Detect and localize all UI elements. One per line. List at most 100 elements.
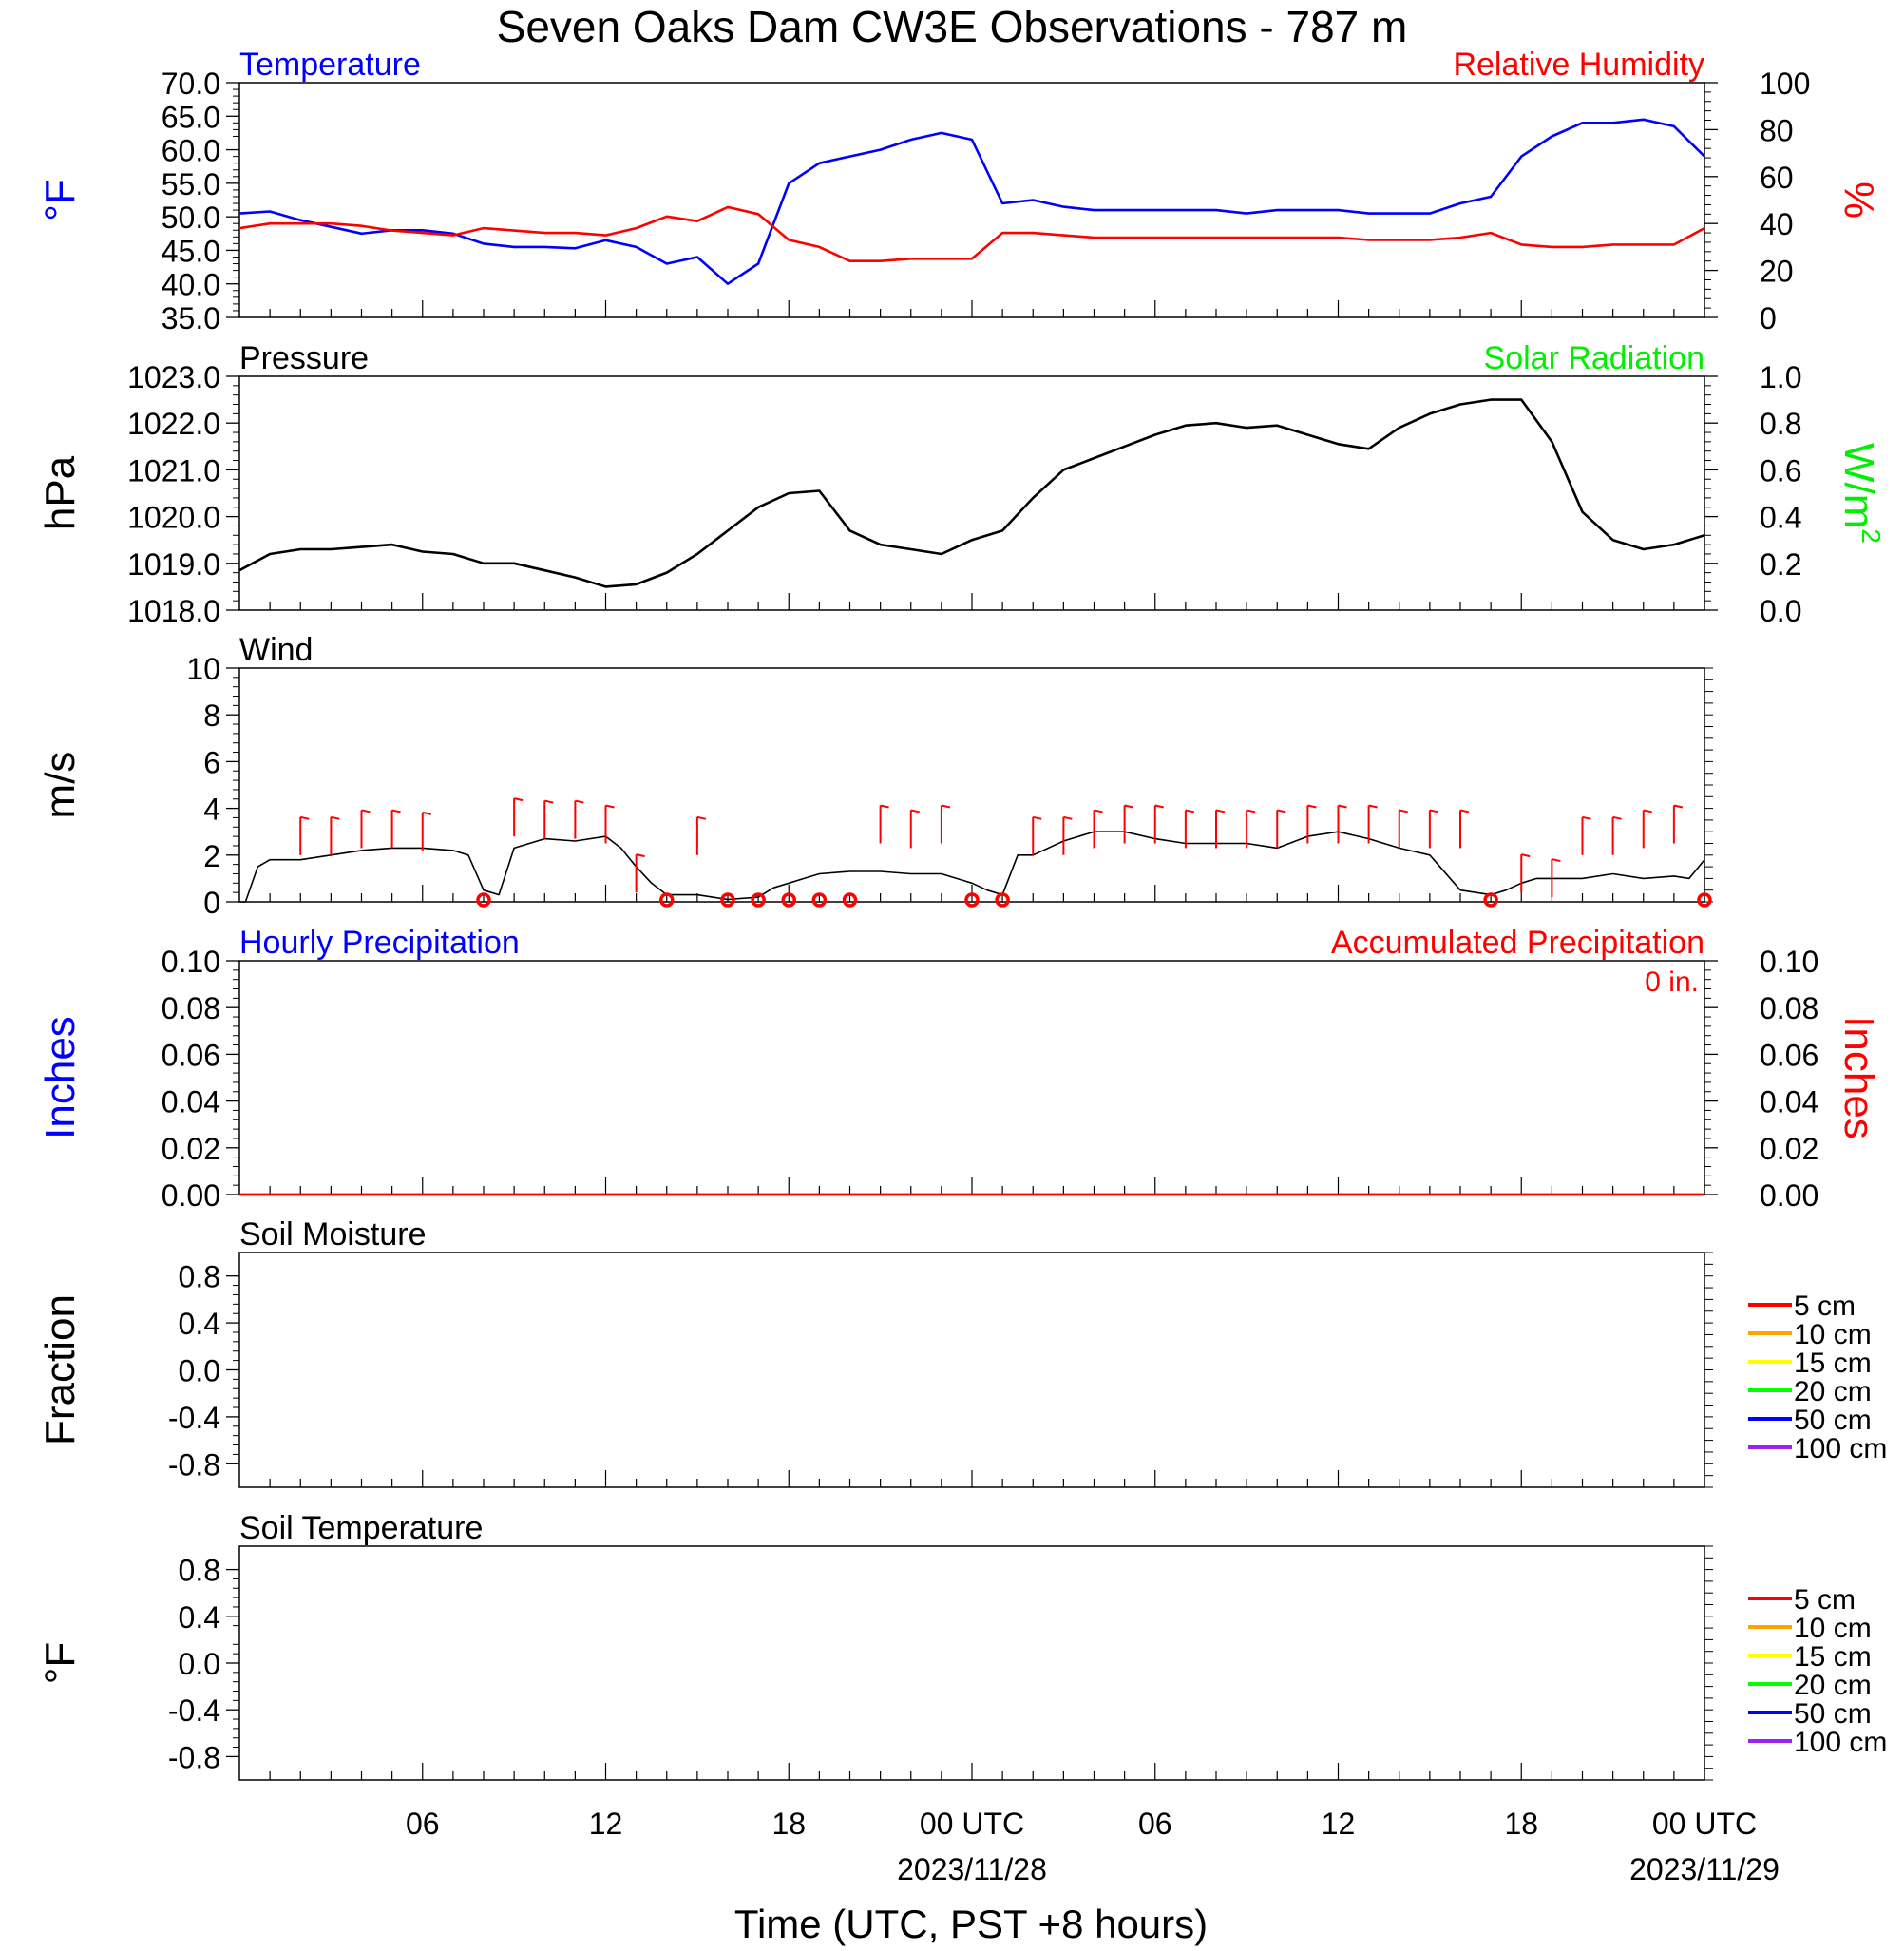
panel-soil_moisture: -0.8 -0.4 0.0 0.4 0.8 Soil Moisture Fraction 5 … [37,1216,1887,1488]
y-left-tick-label: 55.0 [162,167,220,201]
y-left-tick-label: -0.4 [168,1693,220,1728]
calm-wind-marker [751,892,766,908]
y-left-tick-label: 1019.0 [127,547,220,582]
wind-barb-flag [1277,809,1286,813]
y-right-tick-label: 0.4 [1760,501,1801,535]
x-tick-label: 18 [1504,1807,1538,1841]
accumulated-total: 0 in. [1645,966,1699,998]
y-left-tick-label: 0.0 [179,1354,220,1388]
legend-label: 15 cm [1794,1641,1872,1673]
wind-barb-flag [1033,815,1042,820]
y-left-tick-label: 0.8 [179,1260,220,1294]
wind-barb-flag [1673,804,1684,809]
wind-barb-flag [361,809,371,813]
panel-temperature: 35.040.045.050.055.060.065.070.0 0 20 40 60 8… [37,47,1882,335]
y-left-tick-label: 0.4 [179,1600,220,1635]
x-tick-label: 12 [589,1807,623,1841]
wind-barb-flag [513,797,524,802]
panel-title-left: Soil Temperature [239,1510,483,1546]
wind-barb-flag [1429,809,1439,813]
plot-frame [238,1545,1705,1781]
legend-label: 5 cm [1794,1584,1856,1616]
legend-label: 10 cm [1794,1319,1872,1350]
y-right-tick-label: 1.0 [1760,360,1801,394]
y-left-tick-label: 0 [203,886,220,920]
y-right-axis-label: W/m2 [1836,443,1886,544]
y-right-tick-label: 60 [1760,161,1794,195]
plot-frame [238,667,1705,903]
series-wind [239,831,1705,903]
y-left-tick-label: 35.0 [162,301,220,335]
x-tick-date-label: 2023/11/28 [897,1852,1047,1886]
calm-wind-marker [995,892,1010,908]
wind-barb-flag [1124,804,1133,809]
legend-label: 50 cm [1794,1698,1872,1730]
calm-wind-marker [659,892,675,908]
x-tick-label: 06 [1138,1807,1172,1841]
y-left-tick-label: 1020.0 [127,501,220,535]
y-left-tick-label: 0.4 [179,1307,220,1341]
y-left-tick-label: 65.0 [162,100,220,134]
y-right-tick-label: 0.8 [1760,407,1801,441]
plot-frame [238,82,1705,318]
wind-barb-flag [1246,809,1256,813]
panel-title-left: Temperature [239,47,421,83]
wind-barb-flag [1063,815,1073,820]
y-left-tick-label: 45.0 [162,234,220,268]
y-left-tick-label: 10 [186,652,220,686]
wind-barb-flag [1643,809,1652,813]
wind-barb-flag [575,799,584,804]
y-left-tick-label: 0.8 [179,1554,220,1588]
plot-frame [238,375,1705,611]
wind-barb-flag [1582,815,1591,820]
y-left-tick-label: 40.0 [162,268,220,302]
y-right-tick-label: 20 [1760,255,1794,289]
y-right-tick-label: 0.06 [1760,1038,1818,1072]
wind-barb-flag [1399,809,1408,813]
calm-wind-marker [1483,892,1498,908]
x-tick-label: 00 UTC [920,1807,1024,1841]
y-left-tick-label: 8 [203,698,220,733]
panel-pressure: 1018.0 1019.0 1020.0 1021.0 1022.0 1023.0 0.0 0… [37,340,1886,628]
y-left-tick-label: -0.4 [168,1401,220,1435]
calm-wind-marker [842,892,858,908]
wind-barb-flag [1154,804,1164,809]
y-left-axis-label: °F [37,179,84,220]
y-right-axis-label-superscript: 2 [1856,528,1886,544]
y-left-tick-label: 0.02 [162,1132,220,1166]
y-right-tick-label: 0.02 [1760,1132,1818,1166]
calm-wind-marker [811,892,828,908]
legend-label: 100 cm [1794,1727,1887,1758]
y-left-tick-label: 1023.0 [127,360,220,394]
wind-barb-flag [391,809,401,813]
x-tick-label: 00 UTC [1652,1807,1757,1841]
wind-barb-flag [1612,815,1622,820]
y-left-tick-label: 2 [203,839,220,873]
wind-barb-flag [880,804,889,809]
y-right-axis-label: Inches [1836,1016,1882,1139]
y-right-tick-label: 0.04 [1760,1085,1818,1119]
y-right-tick-label: 0.10 [1760,945,1818,979]
y-right-tick-label: 100 [1760,67,1810,101]
plot-frame [238,1252,1705,1488]
y-left-tick-label: -0.8 [168,1447,220,1482]
y-left-tick-label: 6 [203,745,220,779]
y-left-tick-label: 1021.0 [127,453,220,488]
y-left-axis-label: °F [37,1642,84,1684]
wind-barb-flag [941,804,951,809]
y-right-tick-label: 0.00 [1760,1178,1818,1213]
y-right-axis-label: % [1836,182,1882,219]
x-tick-date-label: 2023/11/29 [1629,1852,1780,1886]
wind-barb-flag [605,804,615,809]
panels: 35.040.045.050.055.060.065.070.002040608… [37,47,1887,1781]
y-left-axis-label: hPa [37,455,84,530]
series-relative-humidity [238,205,1705,263]
panel-title-right: Accumulated Precipitation [1331,925,1704,961]
wind-barb-flag [300,815,310,820]
y-left-tick-label: 1022.0 [127,407,220,441]
panel-wind: 0 2 4 6 8 10 Wind m/s [37,632,1713,920]
x-tick-label: 18 [771,1807,806,1841]
legend-label: 5 cm [1794,1291,1856,1322]
legend-label: 100 cm [1794,1433,1887,1464]
